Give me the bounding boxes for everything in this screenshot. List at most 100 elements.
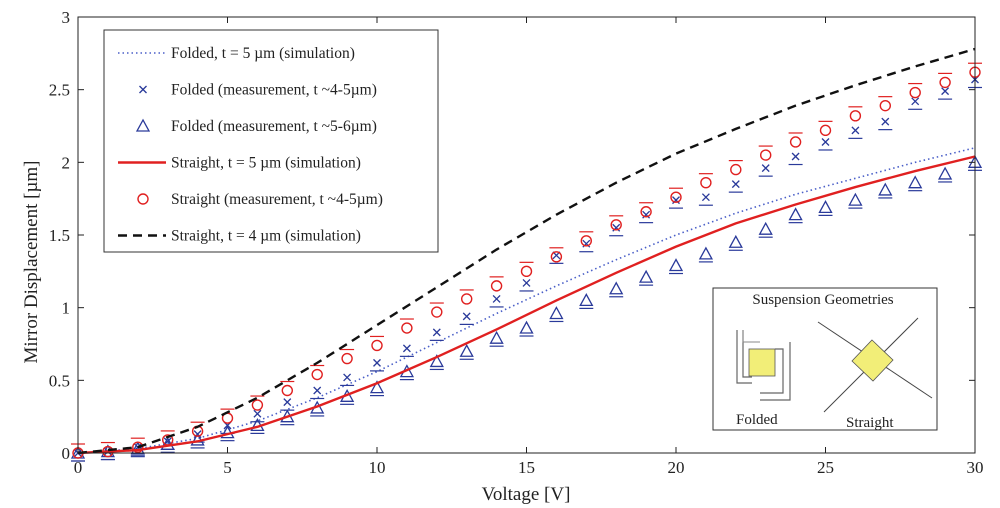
y-tick-label: 3 <box>62 8 71 27</box>
data-point <box>582 239 591 248</box>
axes-layer: 0 5 10 15 20 25 30 0 0.5 1 1.5 2 2.5 3 <box>49 8 984 477</box>
x-tick-label: 5 <box>223 458 232 477</box>
series-5 <box>77 47 976 455</box>
data-point <box>908 175 923 189</box>
x-marker-stroke <box>761 164 770 173</box>
data-point <box>371 339 383 352</box>
series-3 <box>77 155 976 455</box>
x-marker-stroke <box>911 97 920 106</box>
data-point <box>459 343 474 357</box>
inset-box <box>712 287 938 431</box>
data-point <box>670 191 682 203</box>
data-point <box>401 322 413 334</box>
series-4 <box>71 62 982 459</box>
y-tick-label: 0.5 <box>49 371 70 390</box>
data-point <box>132 441 144 453</box>
data-point <box>580 235 592 247</box>
data-point <box>700 176 712 189</box>
data-point <box>432 328 441 337</box>
data-point <box>522 279 531 287</box>
data-point <box>730 163 742 176</box>
data-point <box>579 293 594 307</box>
y-tick-label: 1 <box>62 299 71 318</box>
legend-swatch <box>139 85 147 94</box>
legend: Folded, t = 5 µm (simulation) Folded (mea… <box>103 29 439 253</box>
x-marker-stroke <box>253 409 262 418</box>
data-point <box>881 117 890 126</box>
data-point <box>489 330 504 344</box>
data-point <box>758 221 773 235</box>
data-point <box>731 180 740 189</box>
data-point <box>612 223 621 232</box>
x-tick-label: 10 <box>369 458 386 477</box>
data-point <box>610 219 622 231</box>
data-point <box>761 164 770 173</box>
x-marker-stroke <box>139 85 147 94</box>
data-point <box>492 294 501 303</box>
data-point <box>851 126 860 135</box>
data-point <box>821 138 830 146</box>
legend-entry-2: Folded (measurement, t ~5-6µm) <box>135 118 377 135</box>
data-point <box>369 380 385 394</box>
x-marker-stroke <box>432 328 441 337</box>
x-marker-stroke <box>283 398 292 407</box>
data-point <box>911 97 920 106</box>
x-tick-label: 0 <box>74 458 83 477</box>
x-axis-label: Voltage [V] <box>482 484 571 505</box>
y-axis-label: Mirror Displacement [µm] <box>21 161 42 364</box>
data-point <box>878 182 893 196</box>
data-point <box>402 344 411 353</box>
data-point <box>490 280 503 292</box>
straight-geometry-icon <box>817 317 933 413</box>
x-marker-stroke <box>373 358 381 367</box>
x-marker-stroke <box>941 87 950 96</box>
data-point <box>462 312 471 321</box>
data-point <box>161 434 174 446</box>
series-line <box>77 47 976 455</box>
x-tick-label: 25 <box>817 458 834 477</box>
data-point <box>701 193 710 202</box>
legend-label: Folded (measurement, t ~4-5µm) <box>171 82 377 99</box>
legend-entry-4: Straight (measurement, t ~4-5µm) <box>137 191 383 208</box>
data-point <box>642 210 651 219</box>
data-point <box>791 152 800 161</box>
x-marker-stroke <box>343 373 352 382</box>
x-marker-stroke <box>672 196 680 205</box>
data-point <box>788 207 803 221</box>
y-tick-label: 1.5 <box>49 226 70 245</box>
legend-swatch <box>135 118 151 132</box>
x-marker-stroke <box>492 294 501 303</box>
data-point <box>879 99 891 112</box>
data-point <box>640 206 652 218</box>
data-point <box>849 110 862 122</box>
legend-label: Straight, t = 4 µm (simulation) <box>171 228 361 245</box>
data-point <box>668 258 684 272</box>
series-line <box>77 147 976 454</box>
data-point <box>698 246 713 260</box>
series-0 <box>77 147 976 454</box>
data-layer <box>70 47 983 462</box>
data-point <box>639 269 654 283</box>
data-point <box>373 358 381 367</box>
x-marker-stroke <box>821 138 830 146</box>
x-marker-stroke <box>701 193 710 202</box>
inset-label-folded: Folded <box>736 412 778 428</box>
inset-label-straight: Straight <box>846 415 894 431</box>
inset-suspension-geometries: Suspension Geometries Folded Straight <box>712 287 938 431</box>
data-point <box>251 399 264 411</box>
legend-entry-5: Straight, t = 4 µm (simulation) <box>118 228 361 245</box>
data-point <box>281 384 293 397</box>
x-marker-stroke <box>642 210 651 219</box>
data-point <box>818 200 833 214</box>
data-point <box>938 166 953 180</box>
y-tick-label: 0 <box>62 444 71 463</box>
data-point <box>520 265 533 278</box>
x-marker-stroke <box>731 180 740 189</box>
data-point <box>341 352 353 365</box>
legend-label: Folded (measurement, t ~5-6µm) <box>171 118 377 135</box>
y-tick-label: 2 <box>62 153 71 172</box>
y-tick-label: 2.5 <box>49 81 70 100</box>
data-point <box>431 306 443 318</box>
data-point <box>102 445 114 458</box>
